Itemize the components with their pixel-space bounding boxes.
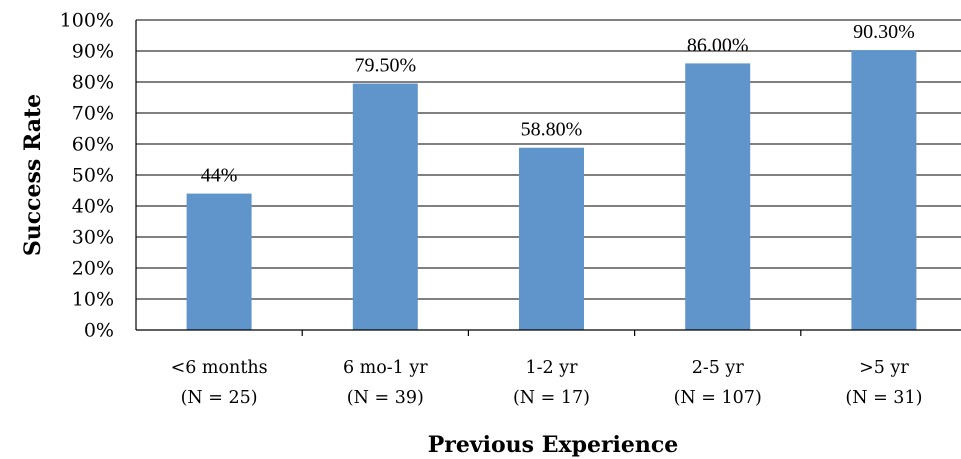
x-tick-labels: <6 months (N = 25) 6 mo-1 yr (N = 39) 1-2 yr… (171, 330, 922, 408)
data-label: 86.00% (687, 34, 749, 56)
x-tick-label: (N = 17) (513, 388, 590, 408)
bar (519, 147, 584, 330)
x-tick-label: 1-2 yr (526, 358, 579, 378)
y-tick-label: 20% (72, 258, 114, 280)
y-tick-label: 40% (72, 196, 114, 218)
x-tick-label: (N = 39) (347, 388, 424, 408)
data-label: 58.80% (521, 119, 583, 141)
data-label: 44% (201, 165, 238, 187)
y-tick-label: 100% (60, 10, 114, 32)
x-tick-label: <6 months (171, 358, 268, 378)
x-tick-label: (N = 25) (181, 388, 258, 408)
y-tick-label: 60% (72, 134, 114, 156)
y-tick-label: 10% (72, 289, 114, 311)
bar (186, 193, 252, 330)
x-tick-label: 6 mo-1 yr (343, 358, 428, 378)
data-label: 90.30% (853, 21, 915, 43)
y-tick-label: 70% (72, 103, 114, 125)
bar (851, 50, 917, 330)
data-labels: 44% 79.50% 58.80% 86.00% 90.30% (201, 21, 915, 187)
y-tick-labels: 0% 10% 20% 30% 40% 50% 60% 70% 80% 90% 100% (60, 10, 114, 342)
x-tick-label: (N = 31) (845, 388, 922, 408)
x-tick-label: >5 yr (859, 358, 909, 378)
bar (352, 83, 418, 330)
y-tick-label: 90% (72, 41, 114, 63)
x-tick-label: 2-5 yr (692, 358, 745, 378)
x-axis-title: Previous Experience (428, 432, 679, 458)
bars (186, 50, 917, 331)
y-tick-label: 80% (72, 72, 114, 94)
y-tick-label: 30% (72, 227, 114, 249)
y-axis-title: Success Rate (20, 94, 46, 256)
y-tick-label: 0% (84, 320, 114, 342)
x-tick-label: (N = 107) (674, 388, 762, 408)
bar (685, 63, 751, 331)
y-tick-label: 50% (72, 165, 114, 187)
data-label: 79.50% (354, 55, 416, 77)
